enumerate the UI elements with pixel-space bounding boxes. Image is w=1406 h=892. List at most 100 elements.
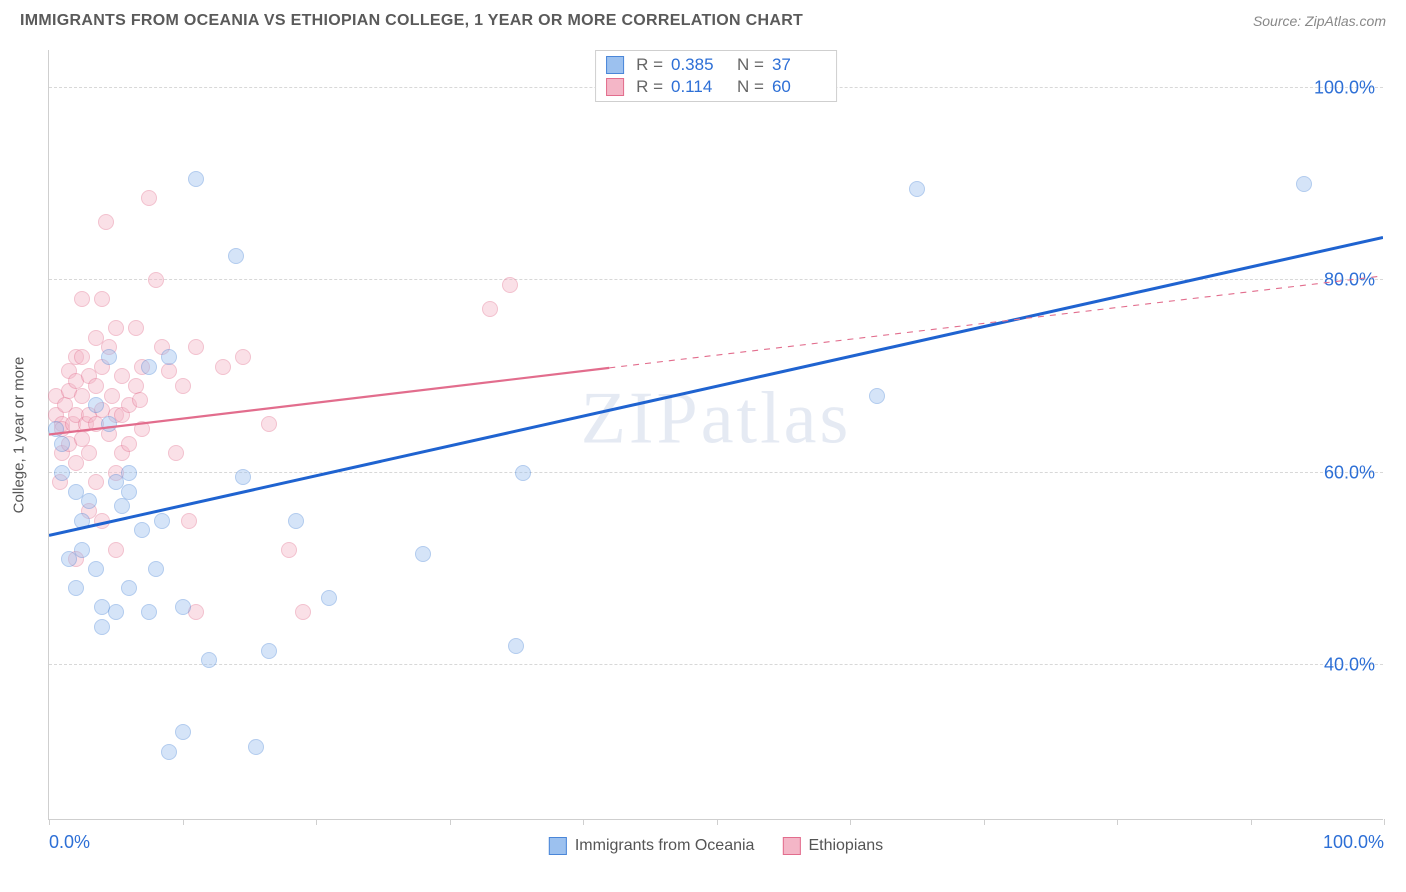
x-tick-mark <box>49 819 50 825</box>
scatter-point-oceania <box>869 388 885 404</box>
chart-header: IMMIGRANTS FROM OCEANIA VS ETHIOPIAN COL… <box>0 0 1406 36</box>
legend-label-oceania: Immigrants from Oceania <box>575 837 755 855</box>
scatter-point-ethiopians <box>295 604 311 620</box>
x-tick-mark <box>717 819 718 825</box>
scatter-point-oceania <box>1296 176 1312 192</box>
scatter-point-oceania <box>228 248 244 264</box>
scatter-point-ethiopians <box>502 277 518 293</box>
scatter-point-ethiopians <box>261 416 277 432</box>
x-tick-mark <box>984 819 985 825</box>
n-value-ethiopians: 60 <box>772 77 826 97</box>
swatch-oceania <box>549 837 567 855</box>
scatter-points-layer <box>49 50 1383 819</box>
scatter-point-oceania <box>288 513 304 529</box>
x-tick-label: 0.0% <box>49 832 90 853</box>
scatter-point-oceania <box>515 465 531 481</box>
scatter-point-oceania <box>415 546 431 562</box>
scatter-point-ethiopians <box>108 320 124 336</box>
scatter-point-oceania <box>154 513 170 529</box>
scatter-point-ethiopians <box>88 474 104 490</box>
r-value-ethiopians: 0.114 <box>671 77 725 97</box>
scatter-point-ethiopians <box>148 272 164 288</box>
x-tick-mark <box>1251 819 1252 825</box>
scatter-point-oceania <box>161 744 177 760</box>
scatter-point-ethiopians <box>181 513 197 529</box>
scatter-point-ethiopians <box>482 301 498 317</box>
chart-plot-area: College, 1 year or more 0.0%100.0% ZIPat… <box>48 50 1383 820</box>
scatter-point-oceania <box>321 590 337 606</box>
scatter-point-oceania <box>909 181 925 197</box>
scatter-point-ethiopians <box>132 392 148 408</box>
scatter-point-oceania <box>81 493 97 509</box>
r-label: R = <box>636 77 663 97</box>
scatter-point-ethiopians <box>134 421 150 437</box>
scatter-point-ethiopians <box>94 513 110 529</box>
scatter-point-ethiopians <box>281 542 297 558</box>
r-value-oceania: 0.385 <box>671 55 725 75</box>
scatter-point-oceania <box>54 436 70 452</box>
legend-label-ethiopians: Ethiopians <box>808 837 883 855</box>
swatch-ethiopians <box>606 78 624 96</box>
scatter-point-ethiopians <box>98 214 114 230</box>
scatter-point-ethiopians <box>128 320 144 336</box>
scatter-point-oceania <box>148 561 164 577</box>
correlation-legend: R = 0.385 N = 37 R = 0.114 N = 60 <box>595 50 837 102</box>
correlation-row-oceania: R = 0.385 N = 37 <box>606 55 826 75</box>
scatter-point-oceania <box>121 465 137 481</box>
x-tick-mark <box>850 819 851 825</box>
scatter-point-oceania <box>101 349 117 365</box>
y-axis-label: College, 1 year or more <box>11 356 28 513</box>
scatter-point-oceania <box>175 724 191 740</box>
scatter-point-oceania <box>54 465 70 481</box>
scatter-point-oceania <box>114 498 130 514</box>
scatter-point-ethiopians <box>74 349 90 365</box>
n-value-oceania: 37 <box>772 55 826 75</box>
x-tick-label: 100.0% <box>1323 832 1384 853</box>
scatter-point-ethiopians <box>74 291 90 307</box>
chart-title: IMMIGRANTS FROM OCEANIA VS ETHIOPIAN COL… <box>20 12 803 30</box>
series-legend: Immigrants from Oceania Ethiopians <box>549 837 883 855</box>
legend-item-oceania: Immigrants from Oceania <box>549 837 755 855</box>
scatter-point-oceania <box>141 359 157 375</box>
source-attribution: Source: ZipAtlas.com <box>1253 13 1386 29</box>
scatter-point-ethiopians <box>215 359 231 375</box>
r-label: R = <box>636 55 663 75</box>
scatter-point-oceania <box>88 397 104 413</box>
scatter-point-oceania <box>248 739 264 755</box>
scatter-point-ethiopians <box>161 363 177 379</box>
scatter-point-ethiopians <box>175 378 191 394</box>
scatter-point-ethiopians <box>94 291 110 307</box>
scatter-point-oceania <box>261 643 277 659</box>
scatter-point-ethiopians <box>128 378 144 394</box>
scatter-point-ethiopians <box>235 349 251 365</box>
scatter-point-oceania <box>68 580 84 596</box>
scatter-point-oceania <box>134 522 150 538</box>
scatter-point-oceania <box>74 542 90 558</box>
swatch-ethiopians <box>782 837 800 855</box>
scatter-point-oceania <box>188 171 204 187</box>
scatter-point-oceania <box>108 604 124 620</box>
scatter-point-ethiopians <box>81 445 97 461</box>
x-tick-mark <box>1384 819 1385 825</box>
n-label: N = <box>737 77 764 97</box>
scatter-point-ethiopians <box>88 378 104 394</box>
scatter-point-oceania <box>121 580 137 596</box>
scatter-point-ethiopians <box>168 445 184 461</box>
x-tick-mark <box>583 819 584 825</box>
scatter-point-ethiopians <box>108 542 124 558</box>
scatter-point-ethiopians <box>104 388 120 404</box>
scatter-point-oceania <box>161 349 177 365</box>
x-tick-mark <box>183 819 184 825</box>
x-tick-mark <box>450 819 451 825</box>
scatter-point-oceania <box>175 599 191 615</box>
scatter-point-oceania <box>141 604 157 620</box>
scatter-point-oceania <box>101 416 117 432</box>
scatter-point-oceania <box>121 484 137 500</box>
correlation-row-ethiopians: R = 0.114 N = 60 <box>606 77 826 97</box>
legend-item-ethiopians: Ethiopians <box>782 837 883 855</box>
scatter-point-oceania <box>235 469 251 485</box>
scatter-point-oceania <box>508 638 524 654</box>
swatch-oceania <box>606 56 624 74</box>
scatter-point-oceania <box>201 652 217 668</box>
scatter-point-ethiopians <box>188 339 204 355</box>
